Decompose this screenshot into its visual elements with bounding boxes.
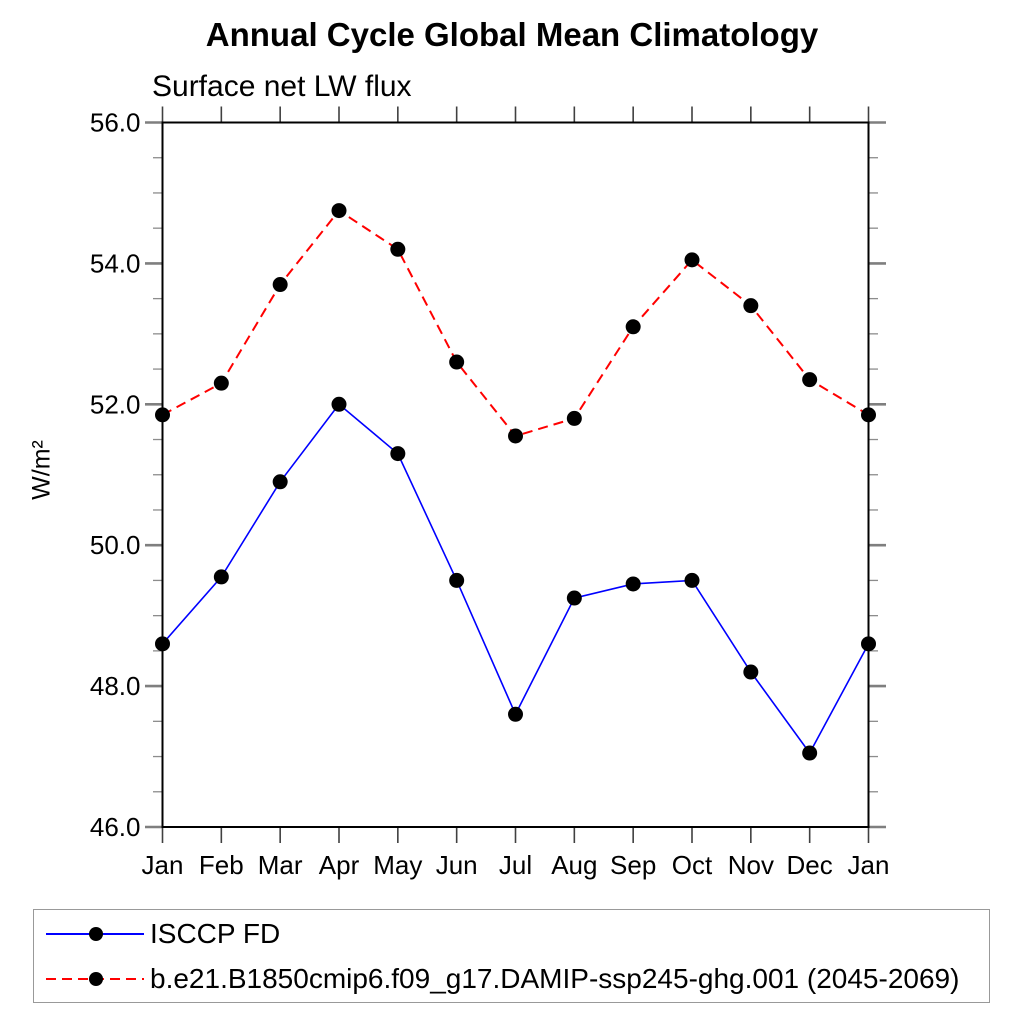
axes-box (161, 121, 870, 828)
data-point-0 (390, 446, 406, 462)
data-point-1 (743, 298, 759, 314)
legend-sample-solid-line (46, 927, 144, 941)
data-point-1 (213, 375, 229, 391)
legend-label: b.e21.B1850cmip6.f09_g17.DAMIP-ssp245-gh… (150, 963, 960, 994)
data-point-1 (861, 407, 876, 423)
y-tick-label: 50.0 (90, 530, 141, 560)
x-tick-label: Oct (672, 850, 713, 880)
data-point-0 (566, 590, 582, 606)
x-tick-label: Nov (728, 850, 774, 880)
data-point-0 (449, 572, 465, 588)
x-tick-label: Mar (258, 850, 303, 880)
x-tick-label: Jul (499, 850, 532, 880)
x-tick-label: Sep (610, 850, 656, 880)
data-point-1 (508, 428, 523, 444)
data-point-1 (625, 319, 641, 335)
x-tick-label: Feb (199, 850, 244, 880)
data-point-1 (684, 252, 700, 268)
data-point-0 (213, 569, 229, 585)
data-point-0 (861, 636, 876, 652)
y-tick-label: 52.0 (90, 389, 141, 419)
legend-item-model: b.e21.B1850cmip6.f09_g17.DAMIP-ssp245-gh… (34, 956, 989, 1001)
data-point-1 (272, 277, 288, 293)
data-point-0 (508, 706, 523, 722)
data-point-1 (449, 354, 465, 370)
chart-subtitle: Surface net LW flux (152, 70, 412, 103)
data-point-0 (684, 572, 700, 588)
data-point-1 (390, 241, 406, 257)
series-line-1 (162, 209, 870, 438)
x-tick-label: Dec (787, 850, 833, 880)
y-tick-label: 56.0 (90, 108, 141, 138)
data-point-1 (802, 372, 818, 388)
data-point-0 (272, 474, 288, 490)
y-tick-label: 46.0 (90, 812, 141, 842)
x-tick-label: Jan (848, 850, 890, 880)
data-point-1 (331, 203, 347, 219)
x-tick-label: Jan (142, 850, 184, 880)
x-tick-label: May (373, 850, 422, 880)
y-tick-label: 48.0 (90, 671, 141, 701)
data-point-0 (155, 636, 170, 652)
x-tick-label: Apr (319, 850, 360, 880)
x-tick-label: Jun (436, 850, 478, 880)
data-point-1 (155, 407, 170, 423)
legend-label: ISCCP FD (150, 918, 281, 949)
x-tick-label: Aug (551, 850, 597, 880)
series-line-0 (161, 403, 870, 755)
data-point-0 (331, 396, 347, 412)
legend-item-isccp: ISCCP FD (34, 911, 989, 956)
chart-title: Annual Cycle Global Mean Climatology (205, 16, 819, 53)
data-point-0 (802, 745, 818, 761)
legend-sample-dashed-line (46, 972, 144, 986)
data-point-0 (625, 576, 641, 592)
y-tick-label: 54.0 (90, 248, 141, 278)
data-point-0 (743, 664, 759, 680)
data-point-1 (566, 410, 582, 426)
legend: ISCCP FD b.e21.B1850cmip6.f09_g17.DAMIP-… (33, 909, 990, 1003)
